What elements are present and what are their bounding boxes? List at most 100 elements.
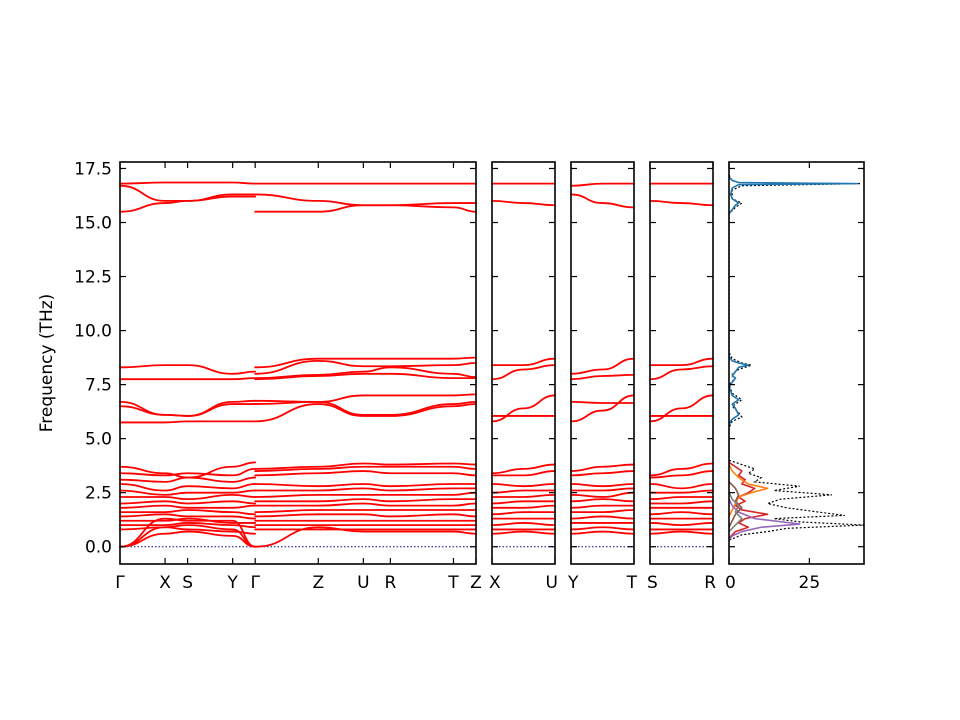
phonon-band bbox=[254, 401, 477, 416]
phonon-band bbox=[254, 491, 477, 498]
x-tick-label: T bbox=[626, 573, 638, 593]
dos-partial-line bbox=[728, 492, 743, 533]
phonon-band bbox=[491, 504, 556, 509]
y-tick-label: 17.5 bbox=[74, 159, 112, 179]
y-tick-label: 0.0 bbox=[85, 538, 112, 558]
y-axis-label: Frequency (THz) bbox=[37, 294, 57, 433]
phonon-band bbox=[119, 181, 257, 185]
phonon-band bbox=[254, 372, 477, 381]
phonon-band bbox=[119, 517, 257, 524]
phonon-band bbox=[491, 530, 556, 535]
phonon-band bbox=[254, 359, 477, 375]
phonon-band bbox=[119, 195, 257, 213]
phonon-band bbox=[570, 498, 635, 503]
phonon-band bbox=[649, 462, 714, 477]
phonon-band bbox=[491, 511, 556, 516]
band-panel-main: 0.02.55.07.510.012.515.017.5Γ X S Y Γ Z U R T Z bbox=[74, 159, 482, 593]
phonon-band bbox=[570, 470, 635, 477]
phonon-band bbox=[119, 377, 257, 381]
panel-frame bbox=[119, 161, 477, 565]
x-tick-label: U bbox=[546, 573, 558, 593]
x-tick-label: R bbox=[704, 573, 716, 593]
dos-x-tick-label: 25 bbox=[799, 573, 821, 593]
x-tick-label: Γ bbox=[115, 573, 125, 593]
x-tick-label: R bbox=[384, 573, 396, 593]
phonon-band bbox=[254, 356, 477, 369]
phonon-band bbox=[119, 504, 257, 509]
panel-frame bbox=[491, 161, 556, 565]
phonon-band bbox=[649, 365, 714, 381]
phonon-band bbox=[119, 517, 257, 548]
phonon-band bbox=[491, 483, 556, 488]
phonon-band bbox=[491, 493, 556, 498]
phonon-band bbox=[649, 522, 714, 526]
phonon-band bbox=[119, 483, 257, 492]
phonon-band bbox=[254, 526, 477, 548]
phonon-band bbox=[491, 394, 556, 423]
phonon-band bbox=[491, 500, 556, 505]
dos-partial-line bbox=[728, 498, 801, 541]
phonon-band bbox=[570, 530, 635, 535]
phonon-band bbox=[649, 483, 714, 490]
phonon-band bbox=[254, 498, 477, 503]
phonon-band bbox=[119, 476, 257, 483]
phonon-band bbox=[649, 357, 714, 367]
phonon-band bbox=[649, 500, 714, 505]
phonon-band bbox=[119, 500, 257, 505]
phonon-band bbox=[570, 357, 635, 375]
x-tick-label: Z bbox=[470, 573, 482, 593]
phonon-band bbox=[491, 470, 556, 477]
dos-frame bbox=[728, 161, 865, 565]
dos-partial-line bbox=[728, 461, 769, 539]
phonon-band bbox=[570, 491, 635, 498]
phonon-band bbox=[491, 522, 556, 526]
y-tick-label: 12.5 bbox=[74, 268, 112, 288]
phonon-band bbox=[119, 364, 257, 375]
phonon-band bbox=[254, 509, 477, 514]
phonon-band bbox=[254, 502, 477, 507]
y-tick-label: 7.5 bbox=[85, 376, 112, 396]
x-tick-label: Γ bbox=[250, 573, 260, 593]
phonon-band bbox=[254, 470, 477, 477]
phonon-band bbox=[254, 204, 477, 213]
phonon-band bbox=[491, 364, 556, 381]
y-tick-label: 10.0 bbox=[74, 322, 112, 342]
phonon-band bbox=[119, 509, 257, 516]
phonon-band bbox=[254, 513, 477, 518]
x-tick-label: X bbox=[489, 573, 501, 593]
phonon-band bbox=[491, 463, 556, 475]
phonon-band bbox=[491, 357, 556, 367]
phonon-band bbox=[254, 393, 477, 403]
y-tick-label: 15.0 bbox=[74, 214, 112, 234]
x-tick-label: S bbox=[182, 573, 193, 593]
y-tick-label: 2.5 bbox=[85, 484, 112, 504]
dos-panel: 0 25 bbox=[725, 161, 865, 593]
phonon-band bbox=[570, 193, 635, 209]
phonon-band bbox=[254, 483, 477, 488]
phonon-band bbox=[254, 403, 477, 423]
phonon-band bbox=[254, 465, 477, 472]
phonon-band bbox=[119, 403, 257, 417]
phonon-band bbox=[649, 496, 714, 501]
phonon-band bbox=[649, 511, 714, 516]
x-tick-label: U bbox=[357, 573, 369, 593]
phonon-band bbox=[491, 489, 556, 494]
phonon-band bbox=[254, 366, 477, 380]
dos-total-line bbox=[728, 174, 865, 541]
phonon-band bbox=[119, 524, 257, 548]
panel-frame bbox=[570, 161, 635, 565]
phonon-band bbox=[119, 530, 257, 548]
phonon-band bbox=[119, 468, 257, 477]
phonon-band bbox=[649, 394, 714, 423]
phonon-band bbox=[119, 489, 257, 496]
phonon-band bbox=[649, 489, 714, 494]
dos-x-tick-label: 0 bbox=[725, 573, 736, 593]
phonon-band bbox=[254, 193, 477, 207]
phonon-band bbox=[570, 487, 635, 492]
phonon-band bbox=[119, 493, 257, 501]
phonon-band bbox=[649, 470, 714, 479]
phonon-band bbox=[570, 373, 635, 381]
x-tick-label: Y bbox=[567, 573, 579, 593]
